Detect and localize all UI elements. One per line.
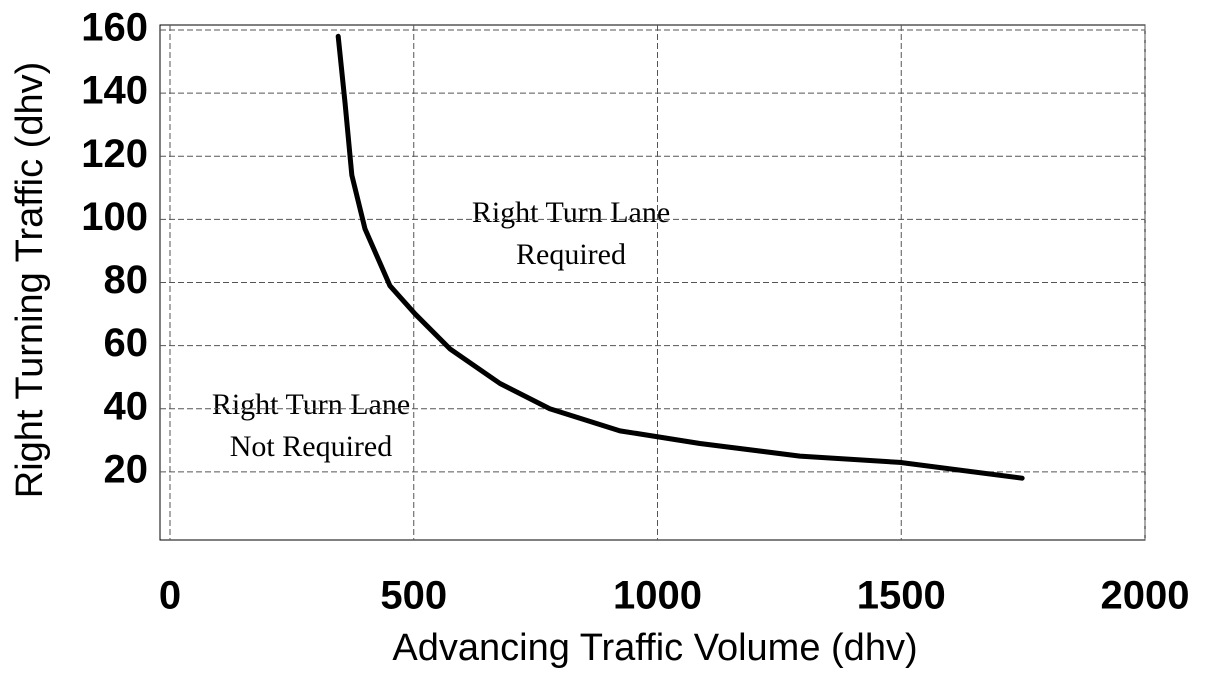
y-tick-label: 100 xyxy=(81,195,148,239)
x-tick-label: 2000 xyxy=(1101,574,1190,618)
annotation: Not Required xyxy=(230,430,392,463)
annotation: Right Turn Lane xyxy=(212,388,410,421)
y-tick-label: 60 xyxy=(104,321,149,365)
annotation: Right Turn Lane xyxy=(472,196,670,229)
y-tick-label: 120 xyxy=(81,132,148,176)
y-tick-label: 140 xyxy=(81,69,148,113)
annotation: Required xyxy=(516,238,626,271)
y-tick-label: 80 xyxy=(104,258,149,302)
x-tick-label: 0 xyxy=(159,574,181,618)
x-tick-label: 1500 xyxy=(857,574,946,618)
y-tick-label: 20 xyxy=(104,447,149,491)
y-tick-label: 40 xyxy=(104,384,149,428)
x-tick-label: 1000 xyxy=(613,574,702,618)
x-tick-label: 500 xyxy=(380,574,447,618)
x-axis-label: Advancing Traffic Volume (dhv) xyxy=(392,627,917,669)
line xyxy=(335,33,1025,481)
y-axis-label: Right Turning Traffic (dhv) xyxy=(9,62,51,498)
y-tick-label: 160 xyxy=(81,6,148,50)
